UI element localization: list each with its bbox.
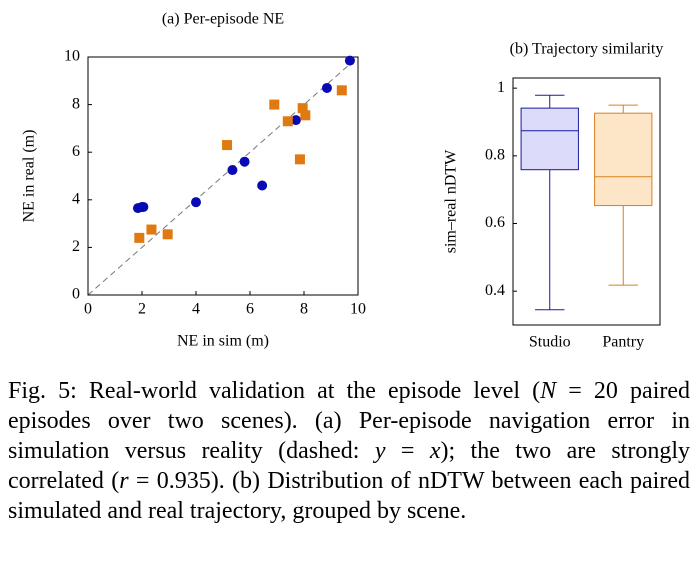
x-tick-label: Studio xyxy=(529,334,571,351)
x-tick-label: 0 xyxy=(84,301,92,318)
y-axis-label: NE in real (m) xyxy=(21,130,38,223)
y-tick-label: 0.8 xyxy=(485,146,505,163)
y-tick-label: 6 xyxy=(72,143,80,160)
caption-text: = xyxy=(385,438,430,464)
caption-math: x xyxy=(429,438,441,464)
chart-title: (a) Per-episode NE xyxy=(162,11,284,28)
y-tick-label: 0.6 xyxy=(485,214,505,231)
point xyxy=(290,115,301,126)
point xyxy=(239,156,250,167)
y-tick-label: 0.4 xyxy=(485,282,505,299)
point xyxy=(162,229,173,240)
chart-title: (b) Trajectory similarity xyxy=(510,41,664,58)
point xyxy=(282,116,293,127)
box xyxy=(520,107,579,171)
plot-frame xyxy=(87,56,359,296)
x-tick-label: Pantry xyxy=(602,334,644,351)
y-tick-label: 0 xyxy=(72,286,80,303)
y-tick-label: 2 xyxy=(72,238,80,255)
point xyxy=(191,197,201,208)
point xyxy=(321,82,332,93)
x-tick-label: 8 xyxy=(300,301,308,318)
caption-text: ); the two are strongly correlated ( xyxy=(8,438,690,494)
caption-math: r xyxy=(119,468,129,494)
point xyxy=(294,154,305,165)
point xyxy=(138,201,149,212)
caption-text: = 20 paired episodes over two scenes). (… xyxy=(8,378,691,464)
point xyxy=(344,55,355,66)
y-axis-label: sim–real nDTW xyxy=(443,149,460,253)
x-tick-label: 4 xyxy=(192,301,200,318)
point xyxy=(269,99,280,110)
point xyxy=(146,224,157,235)
point xyxy=(134,232,145,243)
caption-text: Fig. 5: Real-world validation at the epi… xyxy=(8,378,541,404)
y-tick-label: 10 xyxy=(64,48,80,65)
y-tick-label: 4 xyxy=(72,190,80,207)
box xyxy=(594,112,653,207)
x-tick-label: 6 xyxy=(246,301,254,318)
point xyxy=(336,85,347,96)
caption: Fig. 5: Real-world validation at the epi… xyxy=(8,376,690,526)
plot-frame xyxy=(512,77,661,326)
reference-line xyxy=(87,56,359,296)
x-axis-label: NE in sim (m) xyxy=(177,333,269,350)
x-tick-label: 2 xyxy=(138,301,146,318)
point xyxy=(222,140,233,151)
point xyxy=(257,180,268,191)
y-tick-label: 1 xyxy=(497,79,505,96)
y-tick-label: 8 xyxy=(72,95,80,112)
x-tick-label: 10 xyxy=(350,301,366,318)
point xyxy=(227,165,238,176)
caption-math: y xyxy=(374,438,386,464)
point xyxy=(300,110,311,121)
point xyxy=(297,103,308,114)
caption-text: = 0.935). (b) Distribution of nDTW betwe… xyxy=(8,468,690,524)
caption-math: N xyxy=(540,378,557,404)
